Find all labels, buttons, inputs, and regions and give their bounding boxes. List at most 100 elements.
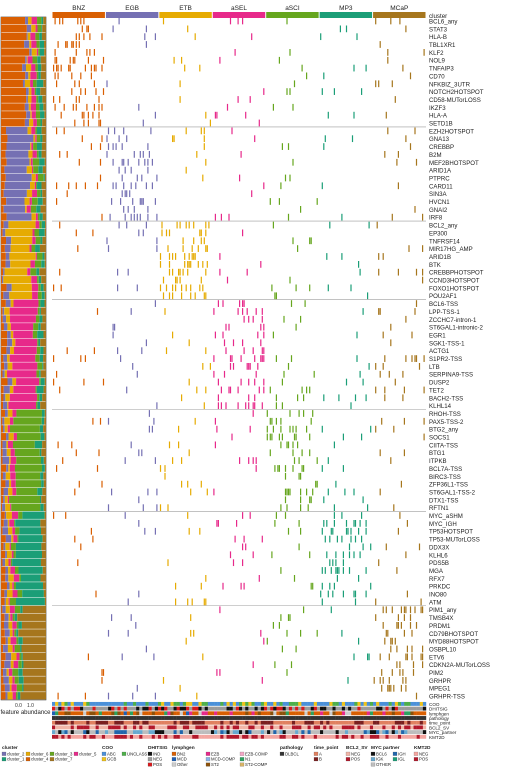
mutation-mark [292,103,294,111]
mutation-mark [80,543,82,551]
abundance-bar [6,668,9,676]
annotation-cell [52,706,56,711]
annotation-cell [111,734,115,739]
mutation-mark [321,598,323,606]
mutation-mark [286,488,288,496]
abundance-bar [10,244,30,252]
abundance-bar [10,558,13,566]
mutation-mark [249,363,251,370]
annotation-cell [260,711,265,716]
mutation-mark [98,119,100,127]
legend-swatch [345,751,351,756]
mutation-mark [422,661,424,669]
mutation-mark [98,96,100,103]
annotation-cell [397,730,402,735]
legend-swatch [1,751,7,756]
mutation-mark [138,496,140,504]
annotation-cell [329,706,333,711]
annotation-cell [385,734,389,739]
abundance-bar [11,503,41,512]
mutation-mark [300,629,302,637]
abundance-bar [6,158,30,166]
mutation-mark [77,559,79,567]
abundance-bar [3,542,6,551]
mutation-mark [56,370,58,378]
abundance-bar [17,613,46,621]
annotation-cell [410,730,414,735]
annotation-cell [310,720,314,725]
mutation-mark [411,645,413,653]
mutation-mark [252,315,254,323]
mutation-mark [184,253,186,260]
abundance-bar [36,150,39,158]
abundance-bar [39,315,43,323]
annotation-cell [301,730,305,735]
abundance-bar [30,142,32,150]
mutation-mark [203,127,205,135]
abundance-bar [27,56,33,64]
mutation-mark [181,284,183,292]
mutation-mark [172,253,174,260]
annotation-cell [341,734,346,739]
abundance-bar [10,346,14,355]
mutation-mark [83,378,85,386]
abundance-bar [39,495,42,504]
mutation-mark [121,158,123,166]
mutation-mark [255,308,257,315]
mutation-mark [187,480,189,488]
abundance-bar [1,488,4,496]
annotation-cell [133,720,137,725]
mutation-mark [375,425,377,433]
cluster-header-ETB [159,12,212,18]
mutation-mark [202,284,204,292]
abundance-bar [1,268,4,276]
abundance-bar [3,401,8,409]
mutation-mark [203,598,205,606]
mutation-mark [139,151,141,158]
abundance-bar [5,480,9,488]
mutation-mark [126,386,128,394]
abundance-bar [8,488,13,496]
annotation-cell [226,701,230,706]
annotation-cell [52,734,56,739]
mutation-mark [365,590,367,598]
mutation-mark [251,33,253,41]
mutation-mark [252,457,254,464]
abundance-bar [8,440,13,449]
annotation-cell [117,701,121,706]
annotation-cell [214,730,218,735]
mutation-mark [114,127,116,135]
abundance-bar [35,126,37,135]
annotation-cell [295,716,299,720]
mutation-mark [138,158,140,166]
abundance-bar [15,519,41,527]
abundance-bar [32,331,38,339]
annotation-cell [360,725,364,730]
mutation-mark [75,182,77,190]
annotation-cell [320,711,324,716]
abundance-bar [9,464,15,472]
annotation-cell [288,701,293,706]
annotation-cell [201,706,205,711]
mutation-mark [159,504,162,512]
annotation-cell [210,701,215,706]
mutation-mark [323,143,325,150]
mutation-mark [56,198,58,205]
mutation-mark [200,127,202,135]
mutation-mark [203,143,205,150]
annotation-cell [176,716,180,720]
annotation-cell [161,701,165,706]
legend-swatch [205,757,211,762]
abundance-bar [36,79,44,88]
mutation-mark [240,378,242,386]
mutation-mark [391,637,393,645]
mutation-mark [223,370,226,378]
annotation-cell [148,730,152,735]
feature-label: CD79BHOTSPOT [429,631,478,638]
mutation-mark [98,449,100,457]
mutation-mark [379,653,381,661]
feature-label: TNFAIP3 [429,66,454,73]
mutation-mark [66,41,68,48]
mutation-mark [292,441,294,449]
mutation-mark [310,582,312,590]
